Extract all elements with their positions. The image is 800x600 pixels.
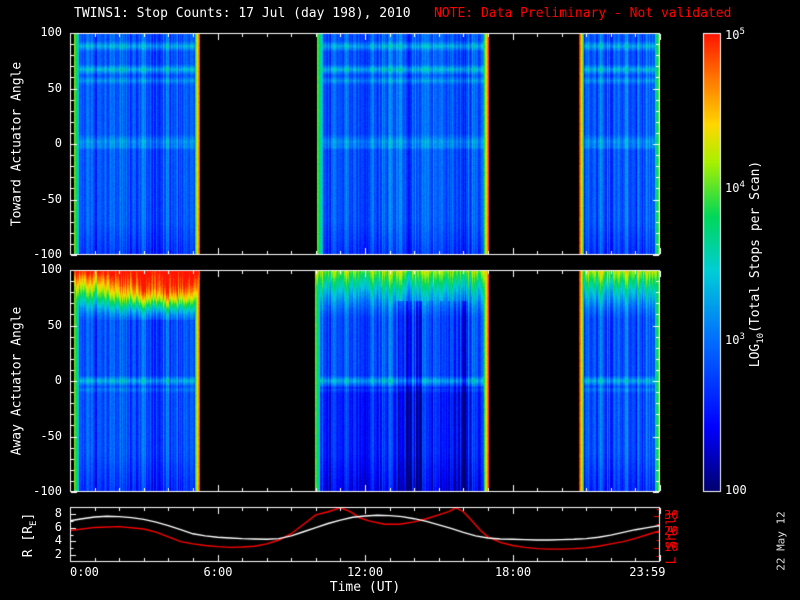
colorbar-label-sub: 10 — [755, 332, 766, 344]
page-title: TWINS1: Stop Counts: 17 Jul (day 198), 2… — [74, 6, 411, 21]
x-tick-label: 6:00 — [203, 565, 233, 579]
x-axis-label: Time (UT) — [329, 580, 401, 595]
colorbar-tick-label: 103 — [725, 332, 745, 347]
date-stamp: 22 May 12 — [774, 511, 788, 571]
colorbar-label-post: (Total Stops per Scan) — [748, 160, 764, 333]
y-tick-label: 100 — [40, 262, 62, 276]
colorbar-tick-label: 104 — [725, 180, 745, 195]
lshell-tick-label: 10 — [664, 540, 679, 554]
y-tick-label: -100 — [33, 247, 62, 261]
r-tick-label: 2 — [54, 547, 62, 561]
y-tick-label: 50 — [47, 81, 62, 95]
y-tick-label: -50 — [40, 429, 62, 443]
y-tick-label: 100 — [40, 25, 62, 39]
y-tick-label: -100 — [33, 484, 62, 498]
r-tick-label: 8 — [54, 506, 62, 520]
r-tick-label: 6 — [54, 520, 62, 534]
x-tick-label: 12:00 — [346, 565, 384, 579]
y-tick-label: 0 — [54, 136, 62, 150]
y-tick-label: 50 — [47, 318, 62, 332]
r-tick-label: 4 — [54, 533, 62, 547]
y-tick-label: -50 — [40, 192, 62, 206]
y-tick-label: 0 — [54, 373, 62, 387]
colorbar-tick-label: 100 — [725, 483, 747, 497]
lshell-tick-label: 30 — [664, 508, 679, 522]
colorbar-label-pre: LOG — [748, 343, 764, 368]
preliminary-note: NOTE: Data Preliminary - Not validated — [434, 6, 732, 21]
x-tick-label: 23:59 — [629, 565, 666, 579]
lshell-tick-label: 20 — [664, 524, 679, 538]
x-tick-label: 18:00 — [494, 565, 532, 579]
x-tick-label: 0:00 — [70, 565, 99, 579]
colorbar-tick-label: 105 — [725, 27, 745, 42]
colorbar-label: LOG10(Total Stops per Scan) — [748, 161, 766, 368]
